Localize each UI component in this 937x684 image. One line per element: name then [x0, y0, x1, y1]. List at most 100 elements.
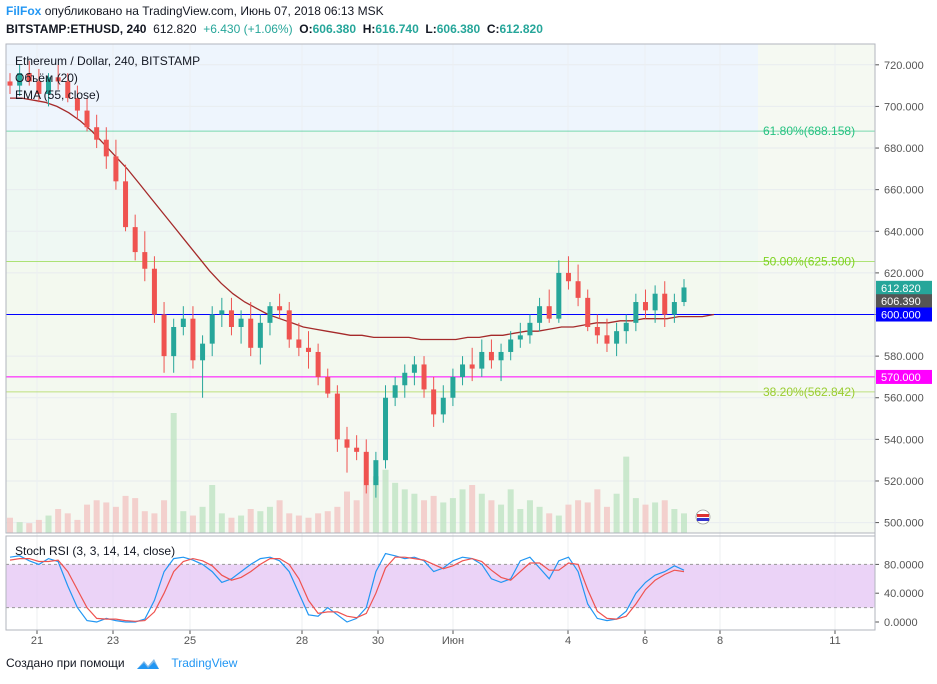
volume-bar: [218, 513, 225, 533]
candle-body: [277, 306, 283, 311]
candle-body: [671, 302, 677, 315]
volume-bar: [189, 515, 196, 533]
volume-bar: [575, 500, 582, 533]
candle-body: [546, 306, 552, 319]
volume-bar: [594, 489, 601, 533]
volume-bar: [84, 504, 91, 533]
volume-bar: [305, 517, 312, 533]
candle-body: [46, 77, 52, 94]
stoch-rsi-legend[interactable]: Stoch RSI (3, 3, 14, 14, close): [15, 544, 176, 558]
volume-bar: [449, 498, 456, 533]
volume-bar: [180, 511, 187, 533]
candle-body: [363, 451, 369, 486]
time-tick-label: 8: [717, 635, 723, 647]
close-value: 612.820: [499, 22, 543, 36]
stoch-tick-label: 0.0000: [884, 617, 918, 629]
volume-bar: [35, 519, 42, 533]
ema-legend[interactable]: EMA (55, close): [15, 88, 100, 102]
volume-bar: [372, 476, 379, 533]
volume-bar: [613, 493, 620, 533]
candle-body: [132, 227, 138, 253]
volume-bar: [430, 495, 437, 533]
volume-bar: [401, 489, 408, 533]
volume-bar: [459, 489, 466, 533]
time-tick-label: Июн: [442, 635, 464, 647]
candle-body: [36, 81, 42, 94]
price-axis-label-box: [876, 369, 932, 384]
candle-body: [642, 302, 648, 311]
candle-body: [248, 318, 254, 348]
volume-bar: [344, 491, 350, 533]
candle-body: [652, 293, 658, 311]
candle-body: [123, 181, 129, 228]
price-tick-label: 700.000: [884, 101, 924, 113]
symbol-header: BITSTAMP:ETHUSD, 240 612.820 +6.430 (+1.…: [6, 21, 543, 37]
fib-zone-upper: [6, 131, 758, 262]
candle-body: [103, 139, 109, 157]
candle-body: [556, 272, 562, 319]
price-axis-label: 606.390: [881, 296, 921, 308]
volume-bar: [623, 456, 630, 533]
time-tick-label: 23: [107, 635, 119, 647]
stoch-d-line: [9, 556, 685, 622]
stoch-band: [6, 564, 875, 608]
stoch-tick-label: 40.0000: [884, 588, 924, 600]
volume-bar: [55, 509, 62, 533]
stoch-tick-label: 80.0000: [884, 559, 924, 571]
last-price: 612.820: [153, 22, 197, 36]
tradingview-link[interactable]: TradingView: [171, 656, 238, 670]
candle-body: [344, 439, 350, 448]
low-label: L:: [425, 22, 437, 36]
chart-title: Ethereum / Dollar, 240, BITSTAMP: [15, 54, 201, 68]
candle-body: [17, 73, 23, 86]
price-tick-label: 720.000: [884, 60, 924, 72]
price-tick-label: 680.000: [884, 143, 924, 155]
candle-body: [517, 335, 523, 340]
close-label: C:: [486, 22, 500, 36]
price-tick-label: 540.000: [884, 434, 924, 446]
candle-body: [479, 351, 485, 369]
candle-body: [315, 351, 321, 377]
volume-bar: [382, 469, 389, 533]
candle-body: [575, 281, 581, 298]
volume-legend[interactable]: Объём (20): [15, 71, 78, 85]
author-name[interactable]: FilFox: [6, 4, 42, 18]
fib-zone-top: [6, 44, 758, 132]
time-tick-label: 21: [31, 635, 43, 647]
candle-body: [527, 322, 533, 336]
volume-bar: [681, 513, 687, 533]
volume-bar: [247, 509, 254, 533]
publish-header: FilFox опубликовано на TradingView.com, …: [6, 3, 384, 19]
price-tick-label: 640.000: [884, 226, 924, 238]
volume-bar: [74, 519, 81, 533]
candle-body: [286, 310, 292, 340]
volume-bar: [112, 506, 119, 533]
volume-bar: [7, 517, 13, 533]
volume-bar: [132, 498, 139, 533]
candle-body: [180, 318, 186, 327]
price-axis-label-box: [876, 280, 932, 295]
candle-body: [26, 73, 32, 82]
candle-body: [84, 110, 90, 128]
published-text: опубликовано на TradingView.com, Июнь 07…: [44, 4, 384, 18]
volume-bar: [103, 502, 110, 533]
candle-body: [219, 310, 225, 315]
candle-body: [325, 376, 331, 394]
price-tick-label: 520.000: [884, 476, 924, 488]
candle-body: [171, 326, 177, 357]
tradingview-logo-icon[interactable]: [136, 657, 160, 671]
candle-body: [209, 314, 215, 344]
candle-body: [354, 447, 360, 452]
candle-body: [633, 302, 639, 323]
volume-bar: [632, 498, 639, 533]
price-axis-label: 612.820: [881, 283, 921, 295]
volume-bar: [507, 489, 514, 533]
candle-body: [681, 287, 687, 303]
candle-body: [373, 460, 379, 486]
volume-bar: [411, 493, 418, 533]
volume-bar: [238, 515, 245, 533]
candle-body: [402, 372, 408, 386]
candle-body: [190, 318, 196, 361]
candle-body: [488, 351, 494, 361]
